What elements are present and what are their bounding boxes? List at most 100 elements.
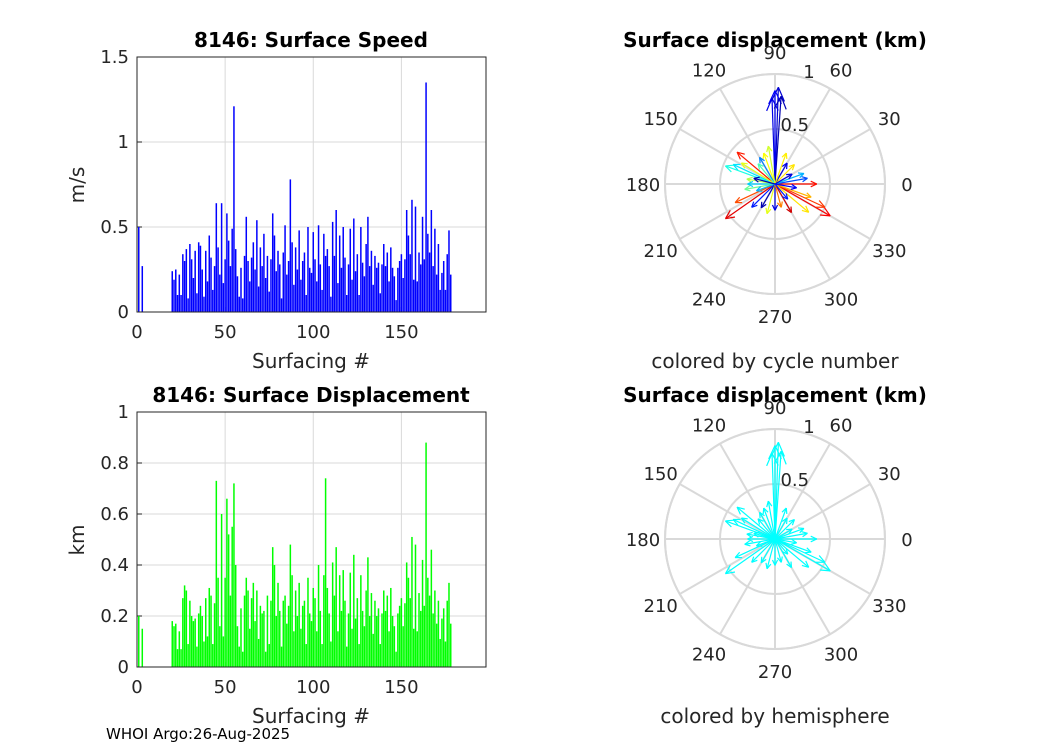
vector-head [766,98,773,112]
polar-spoke [679,128,776,185]
displacement-vector [760,183,776,209]
bar [271,547,274,667]
bar [448,230,450,312]
bar [446,600,448,667]
vector-head [810,183,818,188]
bar [190,616,193,667]
bar [425,442,427,667]
bar [446,254,448,312]
bar [199,605,202,667]
vector-shaft [774,183,782,208]
vector-head [760,556,763,563]
bar [383,244,385,312]
vector-head [757,163,764,167]
vector-head [736,506,741,515]
bar [238,296,240,312]
vector-head [771,204,776,211]
bar [338,235,341,312]
speed-chart-title: 8146: Surface Speed [194,28,428,52]
bar [176,649,179,667]
displacement-vector [771,539,779,566]
bar [377,608,380,667]
vector-head [746,531,753,535]
y-tick-label: 0.2 [100,606,129,627]
vector-shaft [753,177,776,185]
y-tick-label: 0.5 [100,217,129,238]
vector-head [724,165,732,173]
vector-head [801,176,808,179]
displacement-x-axis-label: Surfacing # [252,704,370,728]
bar [213,266,216,312]
bar [449,274,452,312]
polar-angle-label: 120 [692,416,726,437]
bar [254,621,256,667]
bar [279,610,281,667]
vector-head [755,186,762,192]
polar-angle-label: 270 [758,307,792,328]
vector-head [777,87,785,102]
bar [231,526,233,667]
bar [363,276,366,312]
displacement-vector [774,183,831,217]
polar-angle-label: 60 [830,61,853,82]
polar-cycle-chart: Surface displacement (km) colored by cyc… [623,28,927,373]
displacement-vector [736,151,776,185]
bar [361,262,364,312]
bar [220,203,223,312]
bar [432,266,434,312]
bar [171,271,174,312]
vector-head [785,507,788,515]
bar [346,646,348,667]
bar [259,247,262,312]
bar [222,636,225,667]
y-tick-label: 0.6 [100,504,129,525]
bar [400,254,403,312]
displacement-vector [751,538,776,563]
bar [259,605,262,667]
bar [379,644,381,667]
bar [310,272,313,312]
vector-head [773,450,782,464]
vector-shaft [774,183,831,217]
bar [215,480,218,667]
displacement-vector [775,535,818,543]
displacement-vector [759,156,776,185]
bar [444,289,447,312]
bar [229,595,232,667]
bar [404,603,406,667]
vector-shaft [756,538,776,547]
bar [391,616,394,667]
vector-head [790,542,797,545]
bar [367,557,369,667]
vector-head [747,535,754,540]
vector-shaft [774,538,810,568]
vector-head [744,185,750,190]
displacement-vector [774,173,793,185]
vector-head [759,511,765,517]
vector-shaft [774,173,793,185]
displacement-vector [766,145,776,185]
bar [358,644,360,667]
bar [210,595,212,667]
bar [324,478,327,667]
x-tick-label: 0 [131,322,142,343]
polar-angle-label: 240 [692,644,726,665]
bar [342,570,344,667]
displacement-vector [766,500,776,540]
vector-shaft [774,183,812,198]
vector-head [785,548,789,555]
bar [321,289,323,312]
vector-head [780,450,787,465]
bar [141,266,144,312]
bar [183,261,186,312]
bar [296,269,299,312]
x-tick-label: 100 [296,322,330,343]
vector-shaft [774,538,797,544]
vector-head [760,558,767,564]
bar [138,227,140,312]
bar [196,293,198,312]
vector-head [771,452,779,466]
vector-head [734,196,741,203]
vector-shaft [736,506,776,540]
bar [400,598,403,667]
